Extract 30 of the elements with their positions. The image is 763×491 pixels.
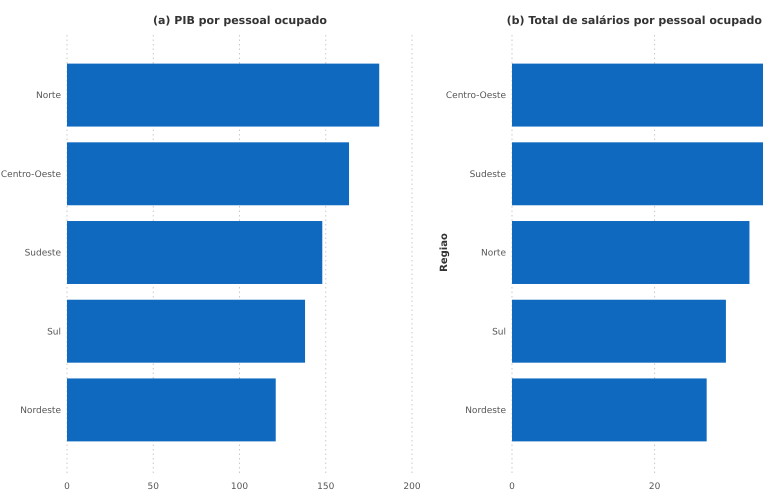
- x-tick-label: 20: [648, 482, 661, 491]
- y-tick-label: Nordeste: [20, 406, 62, 416]
- bar: [67, 221, 322, 284]
- bar: [67, 64, 380, 127]
- y-tick-label: Sudeste: [470, 170, 506, 180]
- y-tick-label: Norte: [480, 248, 506, 259]
- bar: [67, 378, 276, 442]
- x-tick-label: 200: [403, 482, 421, 491]
- bar: [512, 64, 763, 127]
- y-tick-label: Centro-Oeste: [0, 170, 62, 180]
- x-tick-label: 150: [317, 482, 335, 491]
- y-tick-label: Sul: [492, 327, 506, 338]
- x-tick-label: 50: [148, 482, 160, 491]
- chart-title: (a) PIB por pessoal ocupado: [152, 14, 328, 27]
- chart-title: (b) Total de salários por pessoal ocupado: [506, 14, 762, 27]
- y-tick-label: Norte: [36, 91, 62, 102]
- bar: [512, 221, 750, 284]
- x-tick-label: 100: [230, 482, 248, 491]
- bar: [67, 300, 306, 363]
- y-tick-label: Sul: [47, 327, 61, 338]
- y-tick-label: Centro-Oeste: [446, 91, 506, 102]
- bar: [512, 378, 707, 442]
- y-tick-label: Sudeste: [24, 248, 62, 259]
- bar: [512, 300, 726, 363]
- bar: [67, 142, 350, 206]
- y-axis-title: Regiao: [439, 233, 450, 272]
- y-tick-label: Nordeste: [465, 406, 506, 416]
- x-tick-label: 0: [509, 482, 516, 491]
- bar: [512, 142, 763, 206]
- x-tick-label: 0: [64, 482, 70, 491]
